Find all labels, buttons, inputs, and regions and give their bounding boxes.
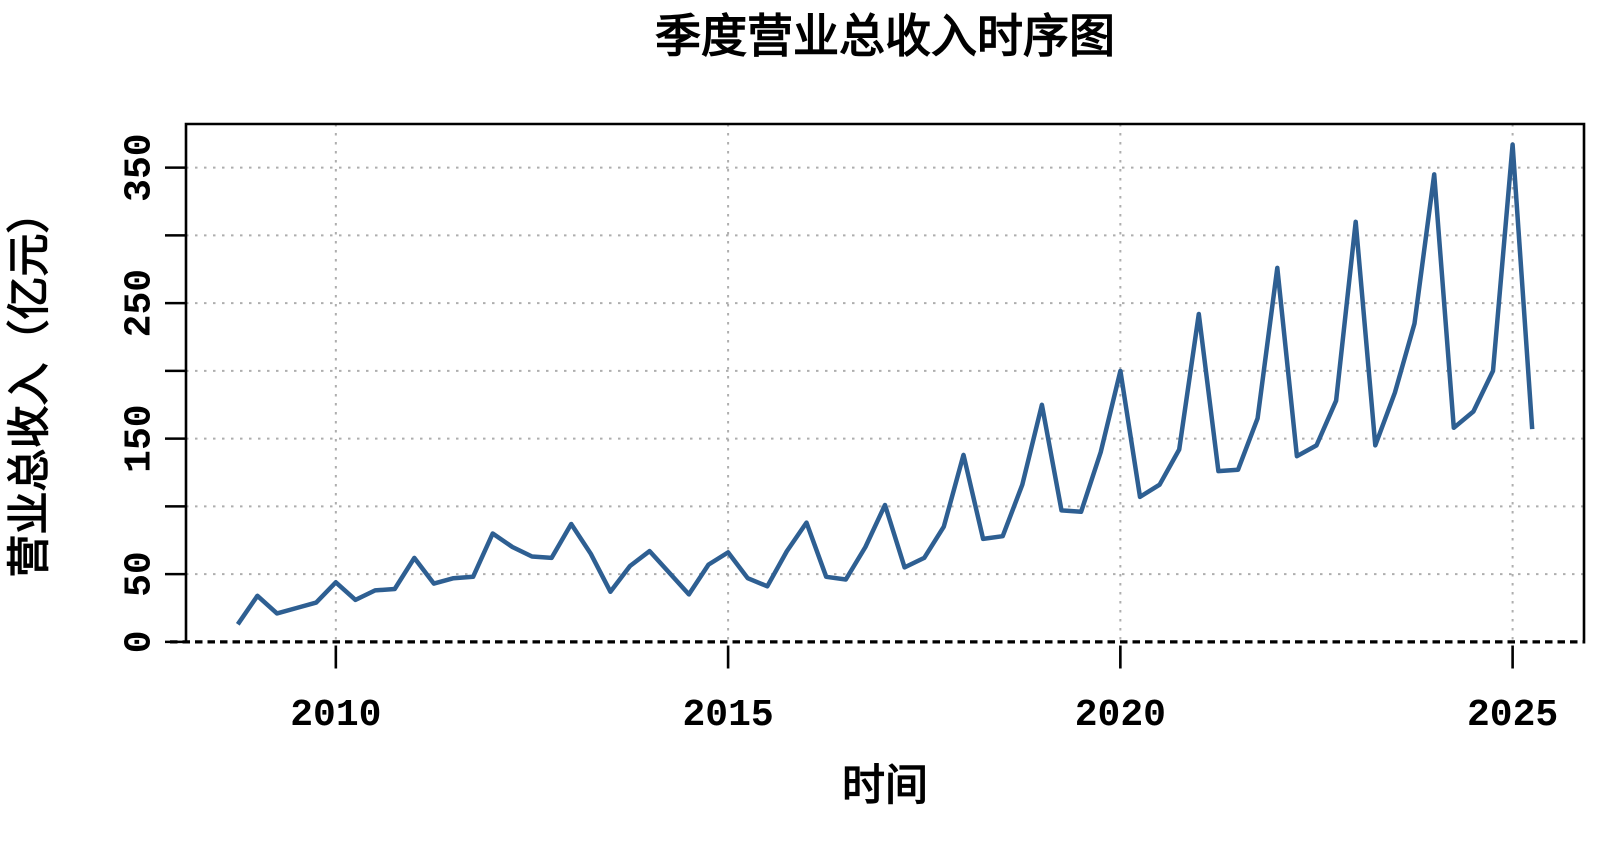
- y-axis-label: 营业总收入（亿元）: [6, 191, 54, 578]
- y-tick-label-250: 250: [119, 269, 162, 337]
- x-axis-label: 时间: [842, 762, 928, 810]
- y-tick-label-350: 350: [119, 133, 162, 201]
- y-tick-label-50: 50: [119, 551, 162, 597]
- grid-layer: [170, 124, 1584, 644]
- y-tick-label-150: 150: [119, 404, 162, 472]
- series-layer: [235, 142, 1535, 626]
- plot-box: [184, 122, 1586, 644]
- chart-title: 季度营业总收入时序图: [655, 11, 1115, 62]
- axis-layer: 2010 2015 2020 2025 0 50 150 250 350: [119, 122, 1586, 737]
- y-tick-label-0: 0: [119, 630, 162, 653]
- x-tick-label-2010: 2010: [290, 694, 381, 737]
- x-tick-label-2025: 2025: [1467, 694, 1558, 737]
- x-tick-label-2015: 2015: [682, 694, 773, 737]
- x-tick-label-2020: 2020: [1075, 694, 1166, 737]
- revenue-series-line: [235, 142, 1535, 626]
